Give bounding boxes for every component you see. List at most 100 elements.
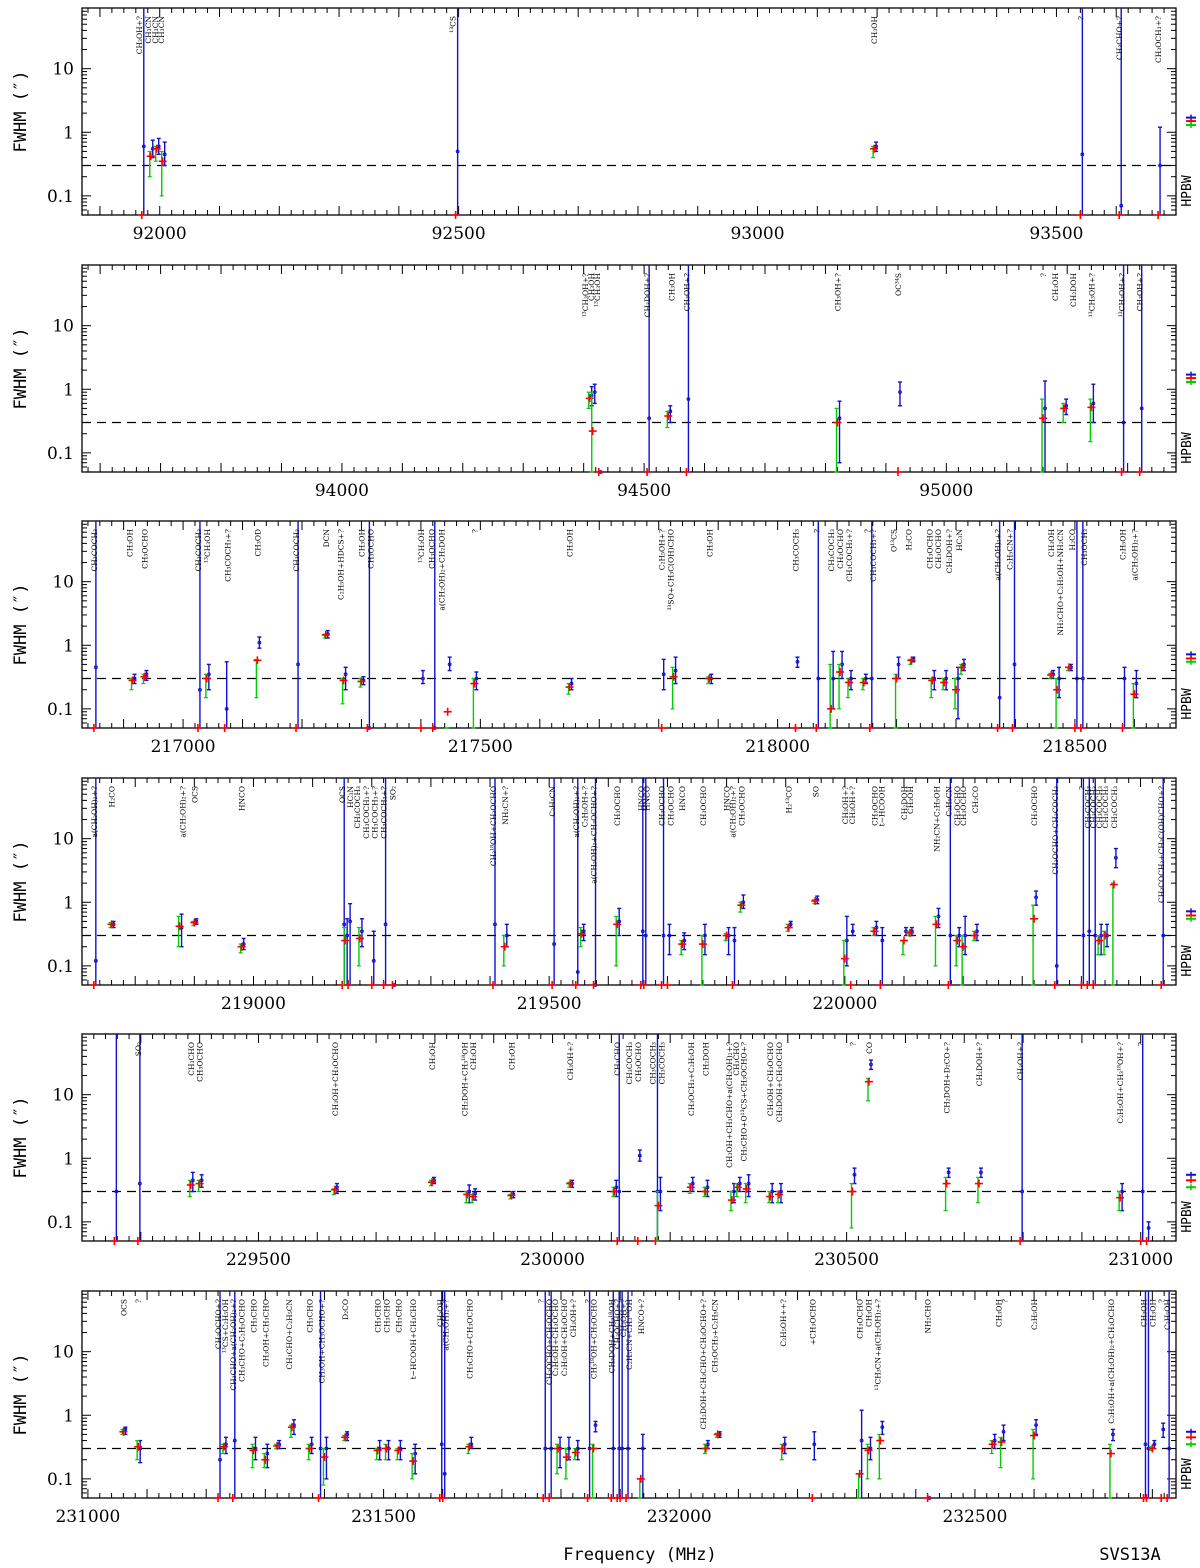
blue-point xyxy=(640,929,645,934)
plot-frame xyxy=(81,7,1177,216)
data-point xyxy=(330,1182,339,1196)
line-label: CH₃COCH₃+? xyxy=(845,529,854,582)
data-point xyxy=(140,669,149,685)
line-label: CH₃OH xyxy=(1051,273,1060,301)
x-tick-label: 232000 xyxy=(647,1507,712,1527)
y-tick-label: 1 xyxy=(63,1406,74,1426)
line-label: CH₂DOH+D₂CO+? xyxy=(943,1042,952,1113)
line-label: NH₂CN+C₂H₅OH xyxy=(933,786,942,852)
data-point xyxy=(833,400,842,473)
line-label: CH₃OCH₃+? xyxy=(1154,16,1163,63)
line-label: CH₃OH+? xyxy=(1136,273,1145,311)
blue-point xyxy=(850,929,855,934)
data-point xyxy=(219,1436,228,1455)
blue-point xyxy=(1087,929,1092,934)
data-point xyxy=(137,8,146,219)
data-point xyxy=(305,1436,314,1461)
line-label: CH₃OCHO xyxy=(953,786,962,826)
line-label: CH₃OH xyxy=(1148,1299,1157,1327)
line-label: CH₃OH xyxy=(436,1299,445,1327)
line-label: ? xyxy=(1001,1299,1010,1303)
line-label: NH₂CN+? xyxy=(501,786,510,825)
line-label: C₂H₅OH+CH₃¹⁸OH+? xyxy=(1116,1042,1125,1124)
data-point xyxy=(388,981,397,989)
line-label: DCN xyxy=(322,529,331,548)
line-label: CH₂DOH xyxy=(900,786,909,820)
data-point xyxy=(808,1431,817,1502)
blue-point xyxy=(869,1062,873,1067)
line-label: CH₃COCH₃+CH₃C(OH)CHO+? xyxy=(1157,786,1166,903)
data-point xyxy=(1130,669,1139,729)
data-point xyxy=(1142,1291,1151,1502)
blue-point xyxy=(93,958,98,963)
line-label: H₂CO xyxy=(1068,529,1077,550)
line-label: C₂H₅CN xyxy=(944,786,953,817)
data-point xyxy=(928,669,937,699)
x-tick-label: 95000 xyxy=(919,481,973,501)
blue-point xyxy=(1111,1432,1115,1437)
data-point xyxy=(249,1436,258,1469)
data-point xyxy=(341,918,350,986)
blue-point xyxy=(224,706,229,711)
blue-point xyxy=(1034,895,1038,900)
blue-point xyxy=(1001,1429,1006,1434)
data-point xyxy=(622,1291,631,1502)
blue-point xyxy=(643,933,648,938)
blue-point xyxy=(673,668,678,673)
blue-point xyxy=(880,1425,885,1430)
blue-point xyxy=(493,922,497,927)
line-label: CH₃CHO xyxy=(383,1299,392,1333)
blue-point xyxy=(342,922,347,927)
data-point xyxy=(959,915,968,986)
data-point xyxy=(214,1291,223,1502)
blue-point xyxy=(1020,1189,1025,1194)
blue-point xyxy=(543,1446,548,1451)
data-point xyxy=(1106,1428,1115,1499)
data-point xyxy=(613,907,622,967)
blue-point xyxy=(575,970,580,974)
data-point xyxy=(742,1174,751,1204)
blue-point xyxy=(816,676,821,681)
line-label: CH₃OCHO xyxy=(613,786,622,826)
data-point xyxy=(1076,521,1085,732)
data-point xyxy=(585,385,594,410)
blue-point xyxy=(345,933,350,938)
data-point xyxy=(237,937,246,954)
data-point xyxy=(554,1436,563,1475)
line-label: CH₃CHO xyxy=(187,1042,196,1076)
blue-point xyxy=(1143,1442,1148,1447)
data-point xyxy=(1095,923,1104,956)
line-label: CH₃OH xyxy=(566,529,575,557)
line-label: CH₃COCH₃ xyxy=(625,1042,634,1084)
line-label: CH₃OCHO+? xyxy=(613,1299,622,1349)
line-label: ¹³CH₃OH+? xyxy=(1087,273,1096,317)
data-point xyxy=(190,918,199,927)
blue-point xyxy=(647,416,652,421)
blue-point xyxy=(232,1438,237,1443)
y-tick-label: 10 xyxy=(52,1086,74,1106)
data-point xyxy=(876,1420,885,1480)
line-label: H₂¹³CO xyxy=(785,786,794,813)
data-point xyxy=(367,930,376,989)
line-label: CH₃COCH₃ xyxy=(791,529,800,571)
y-tick-label: 1 xyxy=(63,380,74,400)
line-label: CH₃COCH₃ xyxy=(292,529,301,571)
line-label: CH₃OCHO+? xyxy=(214,1299,223,1349)
blue-point xyxy=(114,1189,119,1194)
line-label: ? xyxy=(812,529,821,533)
line-label: CH₃COCH₃ xyxy=(1110,786,1119,828)
line-label: CH₃OCHO xyxy=(196,1042,205,1082)
line-label: CH₃OCH₃+C₂H₅CN xyxy=(711,1299,720,1373)
data-point xyxy=(1087,383,1096,443)
hpbw-label: HPBW xyxy=(1180,1201,1195,1232)
blue-point xyxy=(552,942,557,946)
data-point xyxy=(923,1494,932,1502)
line-label: SO xyxy=(811,786,820,797)
line-label: ? xyxy=(536,1299,545,1303)
blue-point xyxy=(896,662,901,667)
data-point xyxy=(1154,126,1163,219)
data-point xyxy=(565,677,574,695)
data-point xyxy=(1136,1034,1145,1245)
blue-point xyxy=(442,1471,447,1476)
data-point xyxy=(778,1436,787,1461)
